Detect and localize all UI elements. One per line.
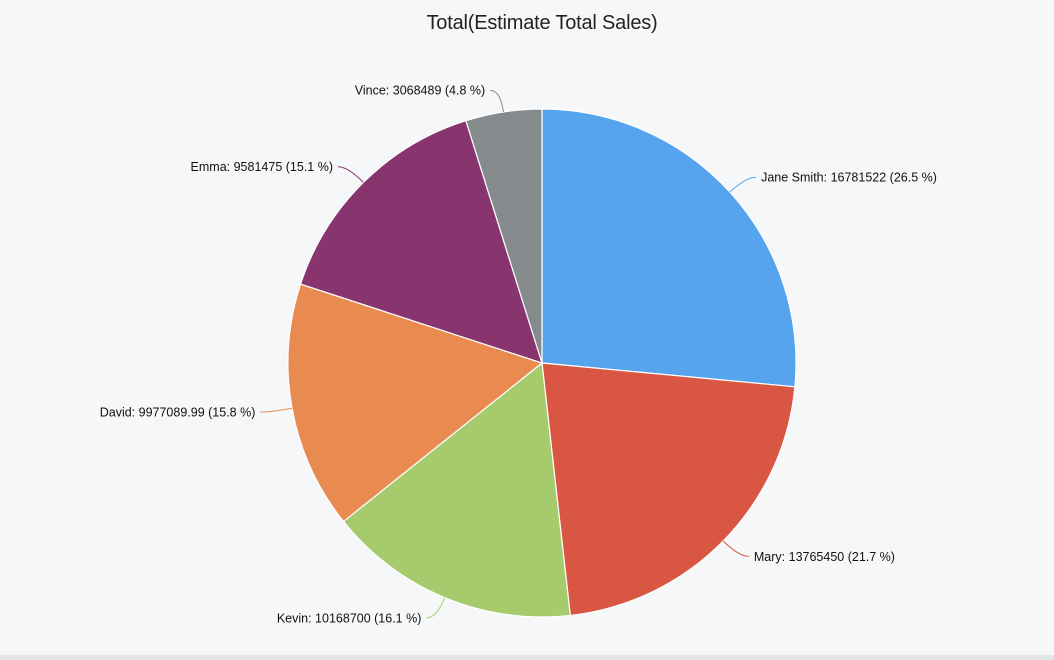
data-label-jane-smith: Jane Smith: 16781522 (26.5 %) [761, 171, 937, 185]
slices-layer [287, 108, 797, 618]
pie-slice-emma[interactable] [299, 119, 543, 364]
pie-slice-vince[interactable] [465, 108, 543, 364]
data-label-kevin: Kevin: 10168700 (16.1 %) [277, 612, 422, 626]
chart-title: Total(Estimate Total Sales) [426, 12, 658, 34]
data-label-mary: Mary: 13765450 (21.7 %) [754, 550, 895, 564]
data-label-vince: Vince: 3068489 (4.8 %) [355, 84, 485, 98]
leader-line-mary [722, 540, 749, 557]
pie-slice-jane-smith[interactable] [541, 108, 797, 388]
leader-line-jane-smith [729, 176, 757, 193]
labels-layer: Jane Smith: 16781522 (26.5 %) Mary: 13765… [100, 84, 937, 626]
pie-slice-david[interactable] [287, 283, 544, 523]
leader-line-david [260, 407, 293, 413]
pie-slice-kevin[interactable] [342, 361, 571, 618]
pie-slice-mary[interactable] [541, 362, 796, 617]
bottom-bar [0, 655, 1054, 660]
data-label-emma: Emma: 9581475 (15.1 %) [191, 160, 333, 174]
data-label-david: David: 9977089.99 (15.8 %) [100, 406, 256, 420]
leader-line-kevin [426, 597, 446, 619]
leader-line-vince [490, 89, 504, 112]
leader-line-emma [337, 166, 364, 183]
